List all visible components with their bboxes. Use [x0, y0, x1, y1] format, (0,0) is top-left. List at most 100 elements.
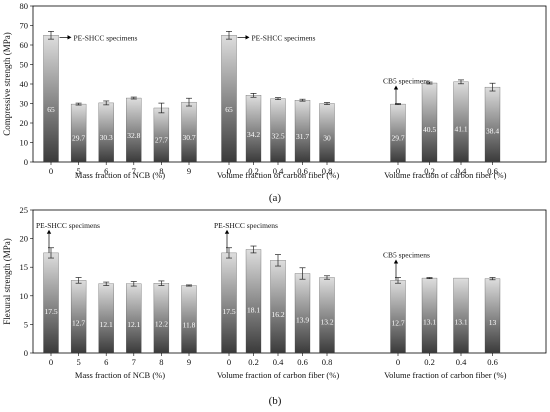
bar [270, 98, 286, 163]
y-tick-label: 50 [20, 60, 29, 70]
data-label: 30.3 [100, 133, 113, 142]
caption-a: (a) [269, 192, 282, 204]
data-label: 30 [323, 133, 331, 142]
data-label: 32.5 [271, 131, 284, 140]
data-label: 13.1 [423, 318, 436, 327]
y-tick-label: 10 [20, 291, 29, 301]
caption-b: (b) [269, 395, 282, 407]
y-axis-title: Flexural strength (MPa) [2, 238, 12, 324]
bar [245, 95, 262, 163]
bar [390, 280, 406, 354]
x-tick-label: 0 [396, 357, 400, 367]
y-tick-label: 25 [20, 205, 29, 215]
bar [453, 277, 469, 354]
x-axis-title: Mass fraction of NCB (%) [75, 370, 165, 380]
annotation-arrowhead [224, 229, 230, 234]
bar [70, 280, 87, 354]
data-label: 12.7 [391, 318, 404, 327]
y-tick-label: 70 [20, 21, 29, 31]
data-label: 32.8 [127, 131, 140, 140]
data-label: 38.4 [486, 127, 499, 136]
x-tick-label: 0 [396, 166, 400, 176]
x-axis-title: Volume fraction of carbon fiber (%) [217, 370, 340, 380]
bar [484, 278, 501, 354]
x-tick-label: 5 [76, 166, 80, 176]
x-tick-label: 0.4 [456, 166, 467, 176]
data-label: 40.5 [423, 125, 436, 134]
plot-frame [32, 209, 547, 354]
bar [294, 273, 311, 354]
bar [221, 252, 237, 354]
data-label: 12.1 [127, 320, 140, 329]
annotation-label: CB5 specimens [383, 250, 430, 259]
x-tick-label: 0 [227, 166, 231, 176]
x-tick-label: 0.2 [424, 357, 435, 367]
bar [43, 252, 59, 354]
x-tick-label: 0.6 [487, 357, 498, 367]
data-label: 11.8 [183, 321, 196, 330]
y-tick-label: 40 [20, 79, 29, 89]
annotation-arrowhead [46, 229, 52, 234]
annotation-arrowhead [393, 259, 399, 264]
x-tick-label: 6 [104, 166, 108, 176]
annotation-label: PE-SHCC specimens [252, 33, 316, 42]
y-axis-title: Compressive strength (MPa) [2, 32, 12, 136]
flexural-strength-chart: 0 5 10 15 20 25 Flexural strength (MPa) 17.5 0 12… [2, 205, 547, 380]
bar [319, 277, 335, 354]
data-label: 65 [225, 105, 233, 114]
data-label: 12.1 [100, 320, 113, 329]
bar [98, 283, 114, 354]
data-label: 27.7 [155, 135, 168, 144]
x-tick-label: 0.6 [297, 357, 308, 367]
annotation-label: PE-SHCC specimens [214, 221, 278, 230]
y-tick-label: 20 [20, 234, 29, 244]
data-label: 30.7 [182, 133, 195, 142]
x-tick-label: 0 [49, 166, 53, 176]
x-tick-label: 0 [49, 357, 53, 367]
bar [421, 82, 438, 163]
bar [126, 283, 142, 354]
annotation-arrowhead [393, 85, 399, 90]
x-tick-label: 5 [76, 357, 80, 367]
data-label: 17.5 [222, 307, 235, 316]
y-tick-label: 0 [24, 157, 28, 167]
annotation-label: PE-SHCC specimens [36, 221, 100, 230]
data-label: 12.2 [155, 320, 168, 329]
data-label: 41.1 [454, 124, 467, 133]
x-tick-label: 6 [104, 357, 108, 367]
x-tick-label: 9 [187, 357, 191, 367]
x-tick-label: 0.8 [322, 357, 333, 367]
bar [221, 35, 237, 163]
y-tick-label: 60 [20, 40, 29, 50]
x-tick-label: 9 [187, 166, 191, 176]
bar [43, 35, 59, 163]
y-tick-label: 15 [20, 262, 29, 272]
annotation-label: CB5 specimens [383, 77, 430, 86]
y-tick-label: 80 [20, 1, 29, 11]
x-tick-label: 0.4 [456, 357, 467, 367]
x-axis-title: Volume fraction of carbon fiber (%) [384, 370, 507, 380]
data-label: 16.2 [271, 310, 284, 319]
x-tick-label: 0.2 [424, 166, 435, 176]
data-label: 18.1 [247, 306, 260, 315]
data-label: 13.9 [296, 316, 309, 325]
data-label: 34.2 [247, 130, 260, 139]
annotation-label: PE-SHCC specimens [74, 33, 138, 42]
x-tick-label: 0.6 [297, 166, 308, 176]
bar [484, 86, 501, 163]
annotation-arrowhead [245, 35, 250, 40]
x-tick-label: 8 [159, 166, 163, 176]
bar [181, 285, 197, 354]
x-tick-label: 0.8 [322, 166, 333, 176]
x-tick-label: 7 [132, 357, 136, 367]
x-tick-label: 0 [227, 357, 231, 367]
x-tick-label: 7 [132, 166, 136, 176]
y-tick-label: 0 [24, 348, 28, 358]
y-tick-label: 5 [24, 319, 28, 329]
bar [453, 81, 469, 163]
bar [270, 260, 286, 354]
x-tick-label: 0.2 [248, 357, 259, 367]
data-label: 17.5 [44, 307, 57, 316]
